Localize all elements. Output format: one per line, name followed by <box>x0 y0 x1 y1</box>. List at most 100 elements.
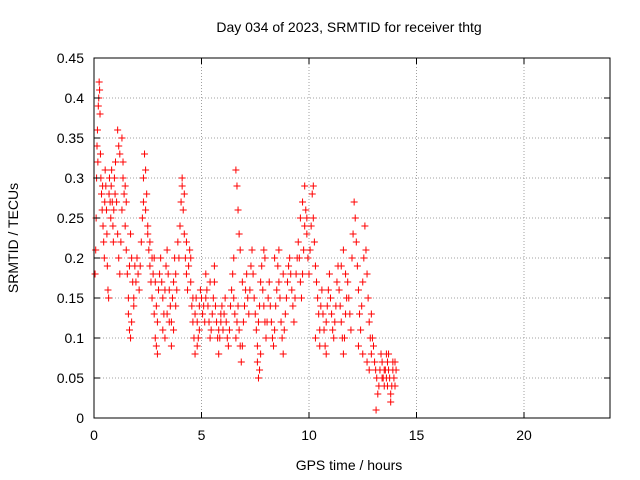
data-point <box>299 198 307 206</box>
data-point <box>180 230 188 238</box>
data-point <box>346 310 354 318</box>
data-point <box>179 206 187 214</box>
x-axis-ticks: 0 5 10 15 20 <box>90 58 532 443</box>
data-point <box>314 294 322 302</box>
data-point <box>124 310 132 318</box>
data-point <box>256 366 264 374</box>
data-point <box>261 254 269 262</box>
data-point <box>158 278 166 286</box>
data-point <box>98 190 106 198</box>
data-point <box>108 166 116 174</box>
data-point <box>163 246 171 254</box>
data-point <box>103 262 111 270</box>
data-point <box>170 326 178 334</box>
data-point <box>114 230 122 238</box>
data-point <box>219 326 227 334</box>
data-point <box>392 366 400 374</box>
data-point <box>222 318 230 326</box>
data-point <box>313 278 321 286</box>
data-point <box>260 246 268 254</box>
data-point <box>308 190 316 198</box>
data-point <box>142 206 150 214</box>
data-point <box>248 246 256 254</box>
data-point <box>164 270 172 278</box>
data-point <box>132 278 140 286</box>
data-point <box>246 286 254 294</box>
data-point <box>260 302 268 310</box>
data-point <box>133 254 141 262</box>
data-point <box>358 302 366 310</box>
data-point <box>340 334 348 342</box>
data-point <box>323 302 331 310</box>
data-point <box>322 318 330 326</box>
data-point <box>363 358 371 366</box>
data-point <box>168 294 176 302</box>
data-point <box>348 254 356 262</box>
data-point <box>208 310 216 318</box>
data-point <box>125 326 133 334</box>
data-point <box>96 86 104 94</box>
data-point <box>284 278 291 286</box>
data-point <box>227 302 235 310</box>
data-point <box>111 190 119 198</box>
data-point <box>236 246 244 254</box>
data-point <box>279 270 287 278</box>
data-point <box>210 262 218 270</box>
data-point <box>310 238 318 246</box>
data-point <box>288 286 296 294</box>
data-point <box>230 254 238 262</box>
y-tick-label: 0.45 <box>57 50 84 66</box>
data-point <box>337 262 345 270</box>
data-point <box>230 294 238 302</box>
y-tick-label: 0.25 <box>57 210 84 226</box>
data-point <box>144 222 152 230</box>
data-point <box>121 222 129 230</box>
y-tick-label: 0.2 <box>65 250 85 266</box>
data-point <box>101 166 109 174</box>
data-point <box>95 78 103 86</box>
data-point <box>267 318 275 326</box>
data-point <box>187 278 195 286</box>
data-point <box>91 270 99 278</box>
data-point <box>231 310 239 318</box>
data-point <box>342 270 350 278</box>
data-point <box>250 294 258 302</box>
data-point <box>238 342 246 350</box>
data-point <box>354 342 362 350</box>
data-point <box>152 302 160 310</box>
data-point <box>275 278 283 286</box>
data-point <box>305 270 313 278</box>
data-point <box>99 222 107 230</box>
data-point <box>180 190 188 198</box>
data-point <box>175 254 183 262</box>
y-tick-label: 0.05 <box>57 370 84 386</box>
x-tick-label: 0 <box>90 427 98 443</box>
data-point <box>182 238 190 246</box>
data-point <box>274 262 282 270</box>
data-point <box>329 326 337 334</box>
data-point <box>254 374 262 382</box>
data-point <box>165 286 173 294</box>
data-point <box>301 182 309 190</box>
data-point <box>196 286 204 294</box>
data-point <box>206 334 214 342</box>
data-point <box>100 254 108 262</box>
data-point <box>286 254 294 262</box>
data-point <box>273 286 281 294</box>
data-point <box>155 286 162 294</box>
data-point <box>93 126 101 134</box>
data-point <box>389 358 397 366</box>
data-point <box>118 134 126 142</box>
data-point <box>364 294 372 302</box>
data-point <box>96 150 104 158</box>
data-point <box>191 310 199 318</box>
data-point <box>330 334 338 342</box>
data-point <box>221 294 229 302</box>
data-point <box>279 350 287 358</box>
data-point <box>265 278 273 286</box>
data-point <box>151 278 159 286</box>
x-tick-label: 10 <box>301 427 317 443</box>
data-point <box>239 318 247 326</box>
data-point <box>204 302 212 310</box>
data-point <box>292 270 300 278</box>
